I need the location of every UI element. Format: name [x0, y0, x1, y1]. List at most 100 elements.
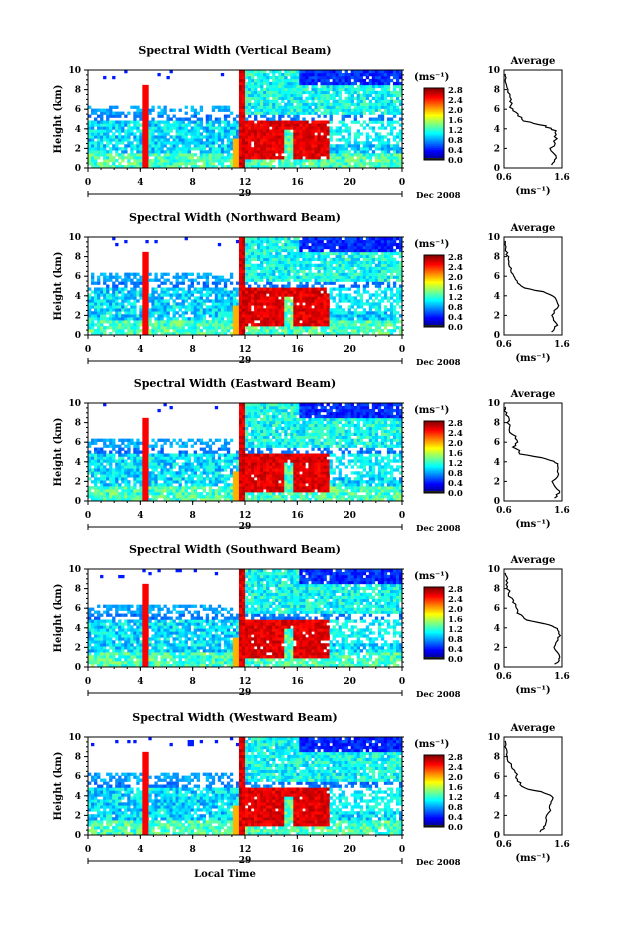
heatmap-cell — [266, 323, 270, 327]
heatmap-cell — [272, 90, 276, 95]
heatmap-cell — [347, 311, 351, 315]
heatmap-cell — [335, 159, 339, 163]
heatmap-cell — [278, 254, 282, 259]
heatmap-cell — [172, 302, 176, 306]
heatmap-cell — [302, 144, 306, 148]
heatmap-cell — [260, 269, 264, 273]
heatmap-cell — [287, 293, 291, 297]
heatmap-cell — [254, 296, 258, 300]
heatmap-cell — [254, 84, 258, 89]
heatmap-cell — [226, 129, 231, 133]
heatmap-cell — [332, 159, 336, 163]
heatmap-cell — [266, 242, 270, 247]
heatmap-cell — [103, 75, 107, 80]
heatmap-cell — [353, 165, 358, 169]
heatmap-cell — [386, 150, 391, 154]
heatmap-cell — [154, 141, 158, 145]
heatmap-cell — [386, 251, 391, 256]
heatmap-cell — [353, 308, 358, 312]
heatmap-cell — [398, 75, 403, 80]
heatmap-cell — [308, 75, 312, 80]
heatmap-cell — [229, 144, 234, 148]
heatmap-cell — [368, 102, 373, 106]
heatmap-cell — [214, 135, 219, 139]
heatmap-cell — [263, 302, 267, 306]
heatmap-cell — [254, 302, 258, 306]
heatmap-cell — [226, 138, 231, 142]
heatmap-cell — [217, 129, 222, 133]
colorbar-segment — [424, 144, 444, 147]
heatmap-cell — [308, 311, 312, 315]
heatmap-cell — [145, 156, 149, 160]
heatmap-cell — [145, 281, 149, 285]
heatmap-cell — [145, 147, 149, 151]
heatmap-cell — [241, 99, 246, 103]
heatmap-cell — [251, 263, 255, 267]
colorbar-tick-label: 1.2 — [448, 126, 463, 136]
heatmap-cell — [175, 296, 179, 300]
heatmap-cell — [106, 290, 110, 294]
heatmap-cell — [172, 320, 176, 324]
heatmap-cell — [383, 144, 388, 148]
heatmap-cell — [284, 308, 288, 312]
heatmap-cell — [121, 126, 125, 130]
heatmap-cell — [299, 108, 303, 112]
heatmap-cell — [287, 317, 291, 321]
heatmap-cell — [245, 84, 249, 89]
heatmap-cell — [323, 314, 327, 318]
heatmap-cell — [238, 326, 243, 330]
heatmap-cell — [94, 117, 98, 121]
heatmap-cell — [205, 287, 210, 291]
heatmap-cell — [293, 329, 297, 333]
heatmap-cell — [208, 299, 213, 303]
heatmap-cell — [208, 141, 213, 145]
heatmap-cell — [91, 138, 95, 142]
heatmap-cell — [380, 105, 385, 109]
heatmap-cell — [347, 293, 351, 297]
heatmap-cell — [260, 141, 264, 145]
heatmap-cell — [380, 75, 385, 80]
heatmap-cell — [398, 242, 403, 247]
heatmap-cell — [368, 237, 373, 241]
colorbar-segment — [424, 154, 444, 157]
heatmap-cell — [398, 138, 403, 142]
heatmap-cell — [281, 99, 285, 103]
heatmap-cell — [395, 320, 400, 324]
heatmap-cell — [238, 263, 243, 267]
heatmap-cell — [254, 81, 258, 86]
heatmap-cell — [163, 323, 167, 327]
heatmap-cell — [184, 156, 188, 160]
heatmap-cell — [317, 311, 321, 315]
heatmap-cell — [217, 144, 222, 148]
heatmap-cell — [223, 117, 228, 121]
heatmap-cell — [329, 102, 333, 106]
heatmap-cell — [356, 108, 361, 112]
heatmap-cell — [302, 111, 306, 115]
heatmap-cell — [139, 165, 143, 169]
heatmap-cell — [235, 314, 240, 318]
heatmap-cell — [347, 78, 351, 83]
heatmap-cell — [317, 239, 321, 244]
heatmap-cell — [338, 257, 342, 262]
heatmap-cell — [214, 314, 219, 318]
heatmap-cell — [220, 293, 225, 297]
heatmap-cell — [269, 87, 273, 92]
heatmap-cell — [145, 314, 149, 318]
heatmap-cell — [238, 147, 243, 151]
heatmap-cell — [260, 299, 264, 303]
heatmap-cell — [115, 150, 119, 154]
heatmap-cell — [175, 132, 179, 136]
heatmap-cell — [184, 135, 188, 139]
heatmap-cell — [238, 317, 243, 321]
heatmap-cell — [284, 332, 288, 336]
heatmap-cell — [350, 257, 354, 262]
heatmap-cell — [115, 305, 119, 309]
heatmap-cell — [383, 90, 388, 95]
heatmap-cell — [220, 317, 225, 321]
heatmap-cell — [338, 159, 342, 163]
heatmap-cell — [302, 150, 306, 154]
heatmap-cell — [97, 302, 101, 306]
heatmap-cell — [223, 147, 228, 151]
heatmap-cell — [278, 275, 282, 279]
heatmap-cell — [118, 129, 122, 133]
